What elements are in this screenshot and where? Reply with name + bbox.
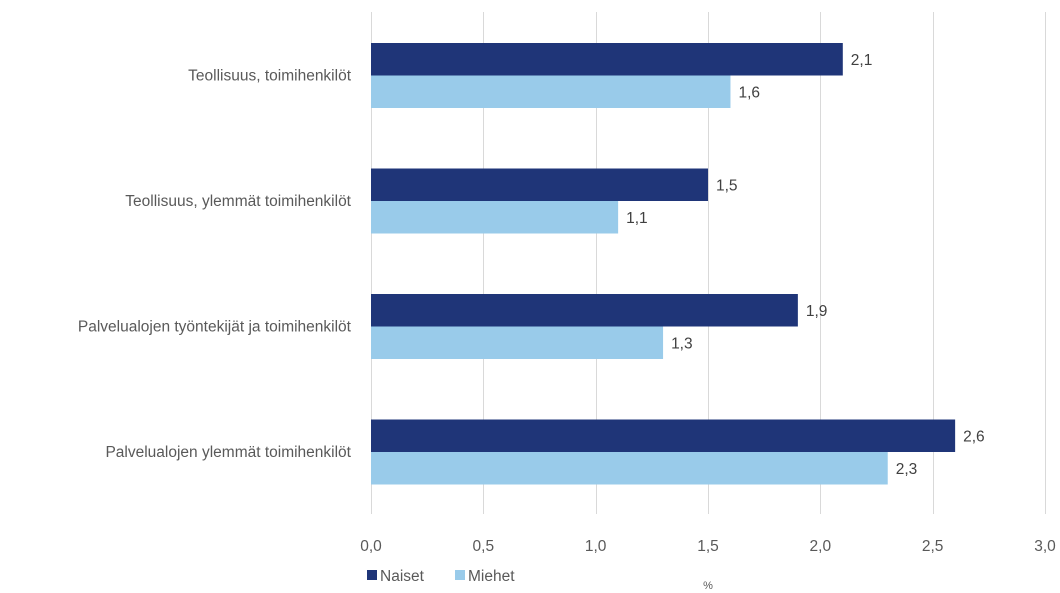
data-label-naiset-2: 1,9: [806, 303, 828, 320]
data-label-miehet-0: 1,6: [738, 84, 760, 101]
category-label: Teollisuus, toimihenkilöt: [188, 68, 352, 85]
x-tick-label: 1,5: [697, 538, 719, 555]
x-axis-unit-label: %: [703, 580, 713, 592]
x-tick-label: 0,0: [360, 538, 382, 555]
bar-miehet-1: [371, 201, 619, 234]
data-label-miehet-3: 2,3: [896, 461, 918, 478]
legend-label-naiset: Naiset: [380, 568, 425, 585]
category-label: Palvelualojen ylemmät toimihenkilöt: [105, 444, 351, 461]
data-label-naiset-1: 1,5: [716, 177, 738, 194]
data-label-naiset-0: 2,1: [851, 52, 873, 69]
x-tick-label: 3,0: [1034, 538, 1056, 555]
legend-swatch-naiset: [367, 570, 377, 580]
x-tick-label: 2,0: [810, 538, 832, 555]
data-label-miehet-1: 1,1: [626, 210, 648, 227]
category-label: Teollisuus, ylemmät toimihenkilöt: [125, 193, 351, 210]
legend-swatch-miehet: [455, 570, 465, 580]
legend-label-miehet: Miehet: [468, 568, 515, 585]
category-label: Palvelualojen työntekijät ja toimihenkil…: [78, 319, 352, 336]
x-tick-label: 2,5: [922, 538, 944, 555]
x-tick-label: 1,0: [585, 538, 607, 555]
bar-naiset-2: [371, 294, 798, 327]
bar-naiset-3: [371, 419, 956, 452]
bar-miehet-0: [371, 75, 731, 108]
data-label-miehet-2: 1,3: [671, 335, 693, 352]
data-label-naiset-3: 2,6: [963, 428, 985, 445]
x-tick-label: 0,5: [473, 538, 495, 555]
bar-naiset-1: [371, 168, 708, 201]
bar-naiset-0: [371, 43, 843, 76]
bar-miehet-3: [371, 452, 888, 485]
bar-miehet-2: [371, 326, 664, 359]
